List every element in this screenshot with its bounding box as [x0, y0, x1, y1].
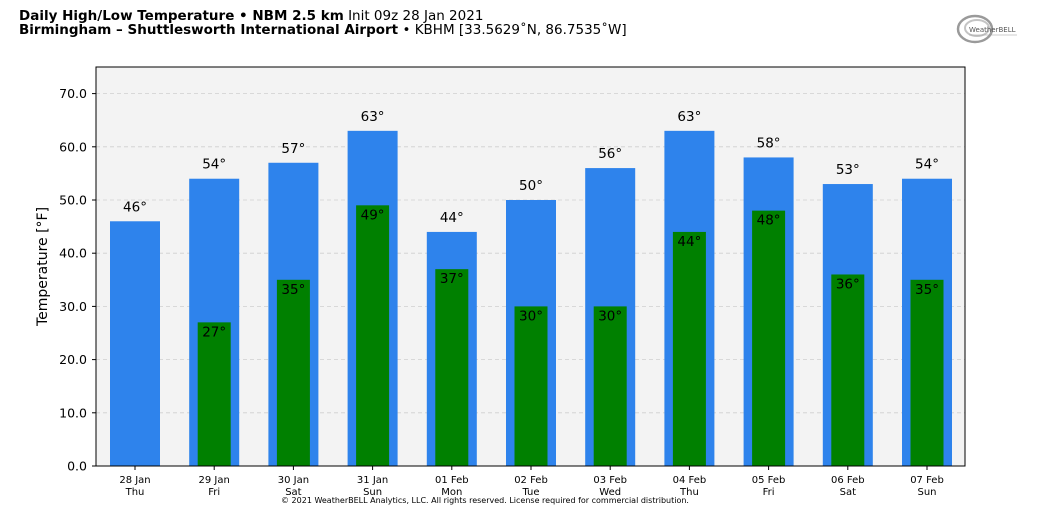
location-line: Birmingham – Shuttlesworth International… — [19, 23, 627, 38]
y-tick-label: 60.0 — [59, 139, 87, 154]
x-tick-label-day: Sun — [363, 487, 382, 498]
high-temp-label: 58° — [757, 135, 781, 151]
low-temp-bar — [752, 210, 786, 466]
x-tick-label-date: 31 Jan — [357, 475, 388, 486]
high-temp-label: 54° — [202, 157, 226, 173]
low-temp-bar — [514, 306, 548, 466]
x-tick-label-day: Tue — [521, 487, 539, 498]
x-tick-label-date: 28 Jan — [119, 475, 150, 486]
y-tick-label: 40.0 — [59, 246, 87, 261]
x-tick-label-date: 03 Feb — [593, 475, 627, 486]
low-temp-bar — [831, 274, 865, 466]
y-tick-label: 20.0 — [59, 352, 87, 367]
station-coordinates: • KBHM [33.5629˚N, 86.7535˚W] — [402, 22, 627, 38]
x-tick-label-date: 05 Feb — [752, 475, 786, 486]
high-temp-label: 57° — [281, 141, 305, 157]
plot-frame — [95, 66, 966, 467]
location-name: Birmingham – Shuttlesworth International… — [19, 22, 399, 38]
low-temp-bar — [672, 231, 706, 466]
x-tick-label-day: Thu — [125, 487, 145, 498]
high-temp-label: 46° — [123, 199, 147, 215]
low-temp-bar — [197, 322, 231, 466]
y-tick-label: 10.0 — [59, 405, 87, 420]
high-temp-label: 56° — [598, 146, 622, 162]
x-tick-label-date: 06 Feb — [831, 475, 865, 486]
y-tick-label: 50.0 — [59, 193, 87, 208]
low-temp-label: 36° — [836, 276, 860, 292]
y-axis-label: Temperature [°F] — [35, 207, 51, 327]
low-temp-bar — [593, 306, 627, 466]
chart-title: Daily High/Low Temperature • NBM 2.5 km … — [19, 9, 483, 24]
low-temp-label: 35° — [281, 282, 305, 298]
y-tick-label: 70.0 — [59, 86, 87, 101]
weatherbell-logo-icon: WeatherBELL — [956, 14, 1017, 44]
x-tick-label-day: Wed — [599, 487, 621, 498]
low-temp-label: 37° — [440, 271, 464, 287]
x-tick-label-date: 07 Feb — [910, 475, 944, 486]
low-temp-bar — [356, 205, 390, 466]
low-temp-label: 30° — [519, 308, 543, 324]
copyright-notice: © 2021 WeatherBELL Analytics, LLC. All r… — [281, 496, 689, 505]
chart-title-main: Daily High/Low Temperature • NBM 2.5 km — [19, 8, 344, 24]
high-temp-label: 63° — [361, 109, 385, 125]
x-tick-label-date: 30 Jan — [278, 475, 309, 486]
x-tick-label-date: 29 Jan — [199, 475, 230, 486]
high-temp-label: 44° — [440, 210, 464, 226]
low-temp-label: 27° — [202, 324, 226, 340]
y-tick-label: 30.0 — [59, 299, 87, 314]
low-temp-label: 35° — [915, 282, 939, 298]
x-tick-label-day: Thu — [679, 487, 699, 498]
low-temp-label: 44° — [677, 234, 701, 250]
high-temp-label: 50° — [519, 178, 543, 194]
low-temp-label: 30° — [598, 308, 622, 324]
low-temp-bar — [276, 279, 310, 466]
y-tick-label: 0.0 — [67, 459, 87, 474]
low-temp-bar — [435, 269, 469, 466]
x-tick-label-day: Mon — [441, 487, 462, 498]
x-tick-label-day: Sat — [285, 487, 301, 498]
low-temp-label: 49° — [361, 207, 385, 223]
low-temp-bar — [910, 279, 944, 466]
x-tick-label-day: Fri — [763, 487, 775, 498]
x-tick-label-date: 02 Feb — [514, 475, 548, 486]
x-tick-label-date: 04 Feb — [673, 475, 707, 486]
high-temp-label: 53° — [836, 162, 860, 178]
high-temp-bar — [110, 221, 160, 466]
high-temp-label: 54° — [915, 157, 939, 173]
init-time: Init 09z 28 Jan 2021 — [348, 8, 484, 24]
logo-text: WeatherBELL — [969, 26, 1016, 34]
x-tick-label-day: Sun — [917, 487, 936, 498]
x-tick-label-day: Sat — [840, 487, 856, 498]
high-temp-label: 63° — [677, 109, 701, 125]
x-tick-label-date: 01 Feb — [435, 475, 469, 486]
x-tick-label-day: Fri — [208, 487, 220, 498]
low-temp-label: 48° — [757, 213, 781, 229]
